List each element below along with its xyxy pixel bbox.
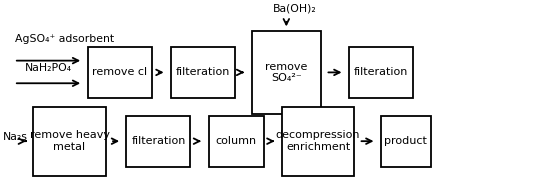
Text: Ba(OH)₂: Ba(OH)₂ <box>272 3 316 13</box>
FancyBboxPatch shape <box>88 47 152 98</box>
Text: NaH₂PO₄: NaH₂PO₄ <box>24 63 72 73</box>
Text: product: product <box>384 136 428 146</box>
FancyBboxPatch shape <box>349 47 413 98</box>
Text: column: column <box>216 136 257 146</box>
Text: remove cl: remove cl <box>92 67 147 77</box>
FancyBboxPatch shape <box>251 31 321 114</box>
Text: filteration: filteration <box>354 67 408 77</box>
FancyBboxPatch shape <box>127 116 190 167</box>
Text: remove heavy
metal: remove heavy metal <box>29 130 110 152</box>
Text: filteration: filteration <box>131 136 186 146</box>
FancyBboxPatch shape <box>33 107 106 176</box>
Text: AgSO₄⁺ adsorbent: AgSO₄⁺ adsorbent <box>15 34 114 44</box>
Text: Na₂s: Na₂s <box>3 132 28 142</box>
FancyBboxPatch shape <box>208 116 264 167</box>
Text: filteration: filteration <box>176 67 230 77</box>
Text: remove
SO₄²⁻: remove SO₄²⁻ <box>265 62 307 83</box>
FancyBboxPatch shape <box>282 107 354 176</box>
FancyBboxPatch shape <box>171 47 235 98</box>
FancyBboxPatch shape <box>381 116 431 167</box>
Text: decompression
enrichment: decompression enrichment <box>276 130 360 152</box>
